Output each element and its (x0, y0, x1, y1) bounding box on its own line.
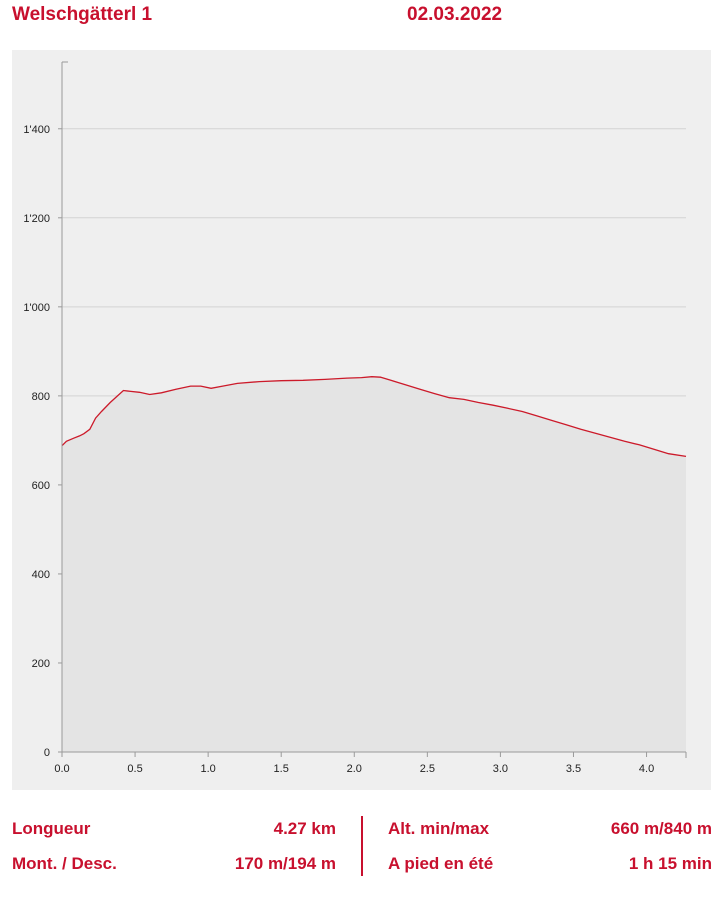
x-tick-label: 3.5 (566, 763, 581, 775)
elevation-area (62, 376, 686, 752)
y-tick-label: 1'400 (23, 124, 50, 136)
x-tick-label: 4.0 (639, 763, 654, 775)
elevation-chart-panel: 0 200 400 600 800 1'000 1'200 1'400 0.0 0.5 1.0 1.5… (12, 50, 711, 790)
y-tick-label: 200 (32, 658, 50, 670)
y-tick-label: 800 (32, 391, 50, 403)
elevation-chart: 0 200 400 600 800 1'000 1'200 1'400 0.0 0.5 1.0 1.5… (23, 61, 687, 775)
altitude-value: 660 m/840 m (610, 819, 712, 838)
y-tick-label: 1'200 (23, 213, 50, 225)
x-tick-label: 0.0 (54, 763, 69, 775)
stats-divider (361, 816, 363, 876)
y-tick-label: 1'000 (23, 302, 50, 314)
x-tick-label: 2.0 (347, 763, 362, 775)
y-tick-label: 400 (32, 569, 50, 581)
route-title: Welschgätterl 1 (12, 4, 153, 25)
y-tick-label: 0 (44, 747, 50, 759)
x-tick-label: 2.5 (420, 763, 435, 775)
x-tick-label: 3.0 (493, 763, 508, 775)
elevation-line (61, 376, 687, 458)
length-value: 4.27 km (273, 819, 336, 838)
x-tick-label: 1.5 (274, 763, 289, 775)
route-date: 02.03.2022 (407, 4, 503, 25)
climb-value: 170 m/194 m (234, 854, 336, 873)
x-tick-label: 0.5 (127, 763, 142, 775)
altitude-label: Alt. min/max (388, 819, 490, 838)
x-tick-label: 1.0 (200, 763, 215, 775)
walking-time-value: 1 h 15 min (628, 854, 712, 873)
walking-time-label: A pied en été (388, 854, 494, 873)
climb-label: Mont. / Desc. (12, 854, 117, 873)
route-stats: Longueur 4.27 km Mont. / Desc. 170 m/194… (12, 815, 712, 877)
y-tick-label: 600 (32, 480, 50, 492)
length-label: Longueur (12, 819, 91, 838)
